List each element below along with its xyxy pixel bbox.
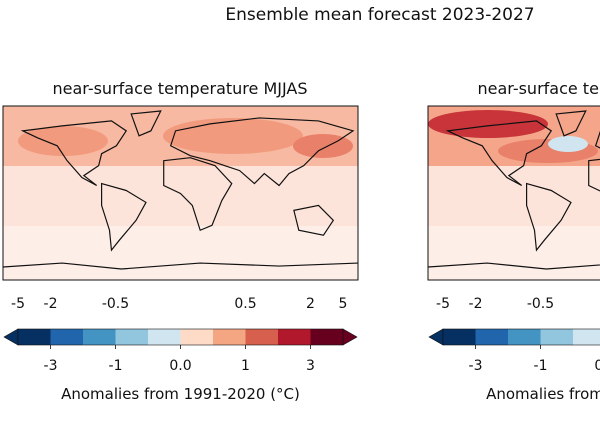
colorbar-tick-label: 0.0 <box>169 358 191 374</box>
colorbar-segment <box>475 329 509 345</box>
colorbar-segment <box>245 329 279 345</box>
colorbar-tick-label: 3 <box>306 358 315 374</box>
colorbar-segment <box>573 329 600 345</box>
colorbar-arrow <box>3 328 19 346</box>
colorbar-segment <box>50 329 84 345</box>
colorbar-segment <box>443 329 476 345</box>
colorbar-tick-label: -1 <box>109 358 123 374</box>
colorbar-segment <box>148 329 181 345</box>
colorbar-top-tick-label: -2 <box>44 296 58 312</box>
map-subtitle: near-surface temperature MJJAS <box>477 79 600 98</box>
colorbar-segment <box>278 329 311 345</box>
colorbar-frame <box>442 328 600 346</box>
colorbar-tick-label: -1 <box>534 358 548 374</box>
map <box>427 105 600 281</box>
colorbar-tick-label: -3 <box>469 358 483 374</box>
colorbar-segment <box>508 329 541 345</box>
colorbar-top-tick-label: 0.5 <box>234 296 256 312</box>
colorbar-arrow <box>428 328 444 346</box>
colorbar-top-tick-label: 2 <box>306 296 315 312</box>
colorbar-top-tick-label: 5 <box>339 296 348 312</box>
colorbar-segment <box>115 329 149 345</box>
colorbar-segment <box>540 329 574 345</box>
map-subtitle: near-surface temperature MJJAS <box>52 79 307 98</box>
colorbar-label: Anomalies from 1991-2020 (°C) <box>486 385 600 403</box>
map <box>2 105 359 281</box>
colorbar-segment <box>213 329 246 345</box>
colorbar-tick-label: 0.0 <box>594 358 600 374</box>
colorbar-segment <box>18 329 51 345</box>
colorbar-tick-label: -3 <box>44 358 58 374</box>
colorbar-top-tick-label: -0.5 <box>102 296 129 312</box>
colorbar-top-tick-label: -0.5 <box>527 296 554 312</box>
colorbar-top-tick-label: -5 <box>436 296 450 312</box>
colorbar-top-tick-label: -5 <box>11 296 25 312</box>
colorbar-segment <box>83 329 116 345</box>
colorbar-tick-label: 1 <box>241 358 250 374</box>
colorbar-label: Anomalies from 1991-2020 (°C) <box>61 385 300 403</box>
figure-title: Ensemble mean forecast 2023-2027 <box>225 5 534 25</box>
colorbar-arrow <box>342 328 358 346</box>
colorbar-top-tick-label: -2 <box>469 296 483 312</box>
colorbar-segment <box>310 329 344 345</box>
colorbar-segment <box>180 329 214 345</box>
